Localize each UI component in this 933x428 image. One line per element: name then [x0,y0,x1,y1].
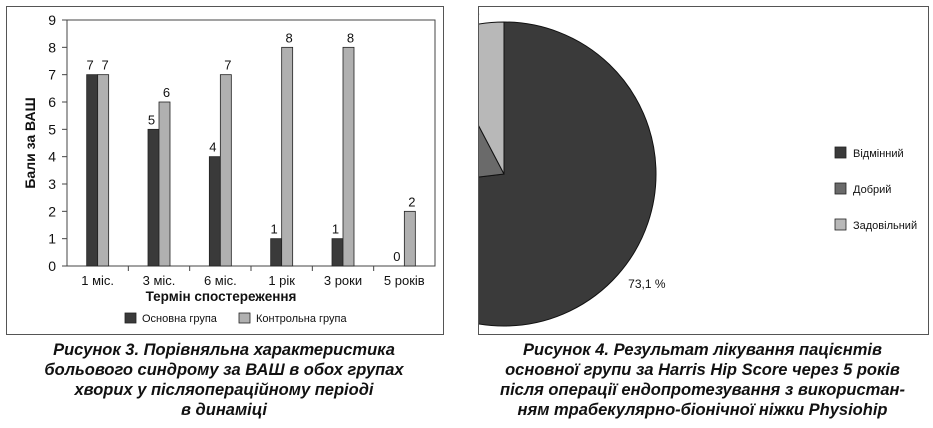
data-label: 7 [87,58,94,73]
data-label: 6 [163,85,170,100]
y-tick-label: 9 [48,12,56,28]
slice-label: 7,7 % [479,7,480,20]
caption-line: Рисунок 3. Порівняльна характеристика [53,341,395,359]
bar [331,238,344,267]
data-label: 2 [408,194,415,209]
bar [86,74,99,267]
legend-label: Основна група [142,313,218,325]
figure-4-caption: Рисунок 4. Результат лікування пацієнтів… [478,340,927,420]
legend-swatch [238,312,251,324]
data-label: 1 [271,222,278,237]
data-label: 8 [347,30,354,45]
y-tick-label: 2 [48,203,56,219]
y-tick-label: 8 [48,39,56,55]
bar [208,156,221,267]
bar [219,74,232,267]
x-tick-label: 1 рік [268,273,295,288]
y-tick-label: 6 [48,94,56,110]
bar-chart-panel: 0 1 2 3 4 5 6 7 8 9 Бали за ВАШ 1 міс. 7 7 3 міс. 5 6 6 м… [6,6,444,335]
data-label: 7 [102,58,109,73]
bar [147,128,160,267]
caption-line: больового синдрому за ВАШ в обох групах [44,361,404,379]
y-axis-title: Бали за ВАШ [22,97,38,188]
slice-label: 73,1 % [628,277,666,291]
bar [158,101,171,267]
bar [281,46,294,267]
y-tick-label: 0 [48,258,56,274]
x-tick-label: 6 міс. [204,273,237,288]
y-tick-label: 7 [48,67,56,83]
x-tick-label: 3 роки [324,273,362,288]
x-axis-title: Термін спостереження [146,289,297,304]
legend-label: Задовільний [853,220,917,232]
y-tick-label: 3 [48,176,56,192]
figure-3-caption: Рисунок 3. Порівняльна характеристика бо… [6,340,442,420]
data-label: 4 [209,140,216,155]
x-tick-label: 3 міс. [143,273,176,288]
legend-swatch [124,312,137,324]
data-label: 5 [148,112,155,127]
legend-swatch [834,218,847,231]
legend-label: Відмінний [853,148,904,160]
legend-label: Добрий [853,184,891,196]
y-tick-label: 1 [48,231,56,247]
x-tick-label: 5 років [384,273,425,288]
pie-chart-panel: 73,1 %19,2 %7,7 %ВідміннийДобрийЗадовіль… [320,6,929,335]
legend-swatch [834,146,847,159]
bar [342,46,355,267]
y-tick-label: 4 [48,149,56,165]
plot-frame [66,19,436,267]
caption-line: Рисунок 4. Результат лікування пацієнтів [523,341,882,359]
x-tick-label: 1 міс. [81,273,114,288]
data-label: 1 [332,222,339,237]
legend-label: Контрольна група [256,313,347,325]
y-tick-label: 5 [48,121,56,137]
data-label: 0 [393,249,400,264]
data-label: 7 [224,58,231,73]
pie-chart: 73,1 %19,2 %7,7 %ВідміннийДобрийЗадовіль… [320,6,917,327]
caption-line: після операції ендопротезування з викори… [500,381,905,399]
bar [270,238,283,267]
caption-line: в динаміці [180,401,267,419]
caption-line: хворих у післяопераційному періоді [74,381,374,399]
caption-line: основної групи за Harris Hip Score через… [505,361,900,379]
bar [97,74,110,267]
data-label: 8 [286,30,293,45]
legend-swatch [834,182,847,195]
bar [403,210,416,267]
caption-line: ням трабекулярно-біонічної ніжки Physioh… [517,401,888,419]
